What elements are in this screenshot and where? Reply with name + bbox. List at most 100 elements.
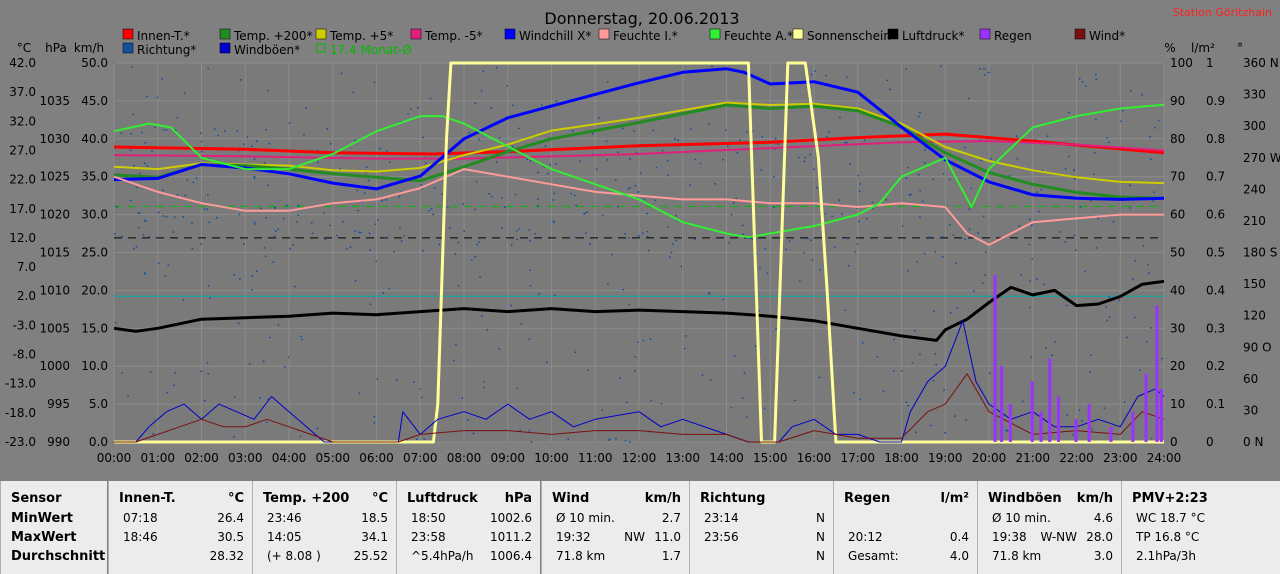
direction-point [766,272,769,275]
direction-point [1006,430,1009,432]
direction-point [356,189,359,192]
direction-point [905,177,908,180]
rain-bar [1008,404,1012,442]
direction-point [643,198,646,201]
direction-point [1073,169,1075,171]
direction-point [1083,270,1086,273]
axis-unit-label: hPa [45,41,67,55]
direction-point [537,205,539,208]
stats-row: 23:56 N [700,530,825,548]
direction-point [498,347,501,350]
direction-point [433,186,436,189]
direction-point [192,181,195,184]
direction-point [1051,354,1054,357]
direction-point [1031,258,1034,260]
direction-point [1108,296,1111,299]
stats-header-unit: °C [227,491,244,506]
stats-row: Ø 10 min. 4.6 [988,511,1113,529]
stats-cell: N [816,530,825,544]
y-tick-humidity: 70 [1170,170,1185,184]
direction-point [165,215,168,218]
legend-swatch [504,28,516,40]
direction-point [419,387,422,390]
direction-point [375,260,378,263]
y-tick-humidity: 100 [1170,56,1193,70]
direction-point [803,160,806,163]
direction-point [942,172,945,175]
axes: 00:00 01:00 02:00 03:00 04:00 05:00 06:00 07:00… [5,41,1280,465]
stats-cell: Ø 10 min. [992,511,1051,525]
direction-point [861,341,864,344]
direction-point [1105,305,1108,308]
stats-row: 14:05 34.1 [263,530,388,548]
stats-row: 19:32 NW 11.0 [552,530,681,548]
direction-point [264,255,267,258]
stats-cell: 4.0 [949,549,969,563]
stats-row: 2.1hPa/3h [1132,549,1272,567]
stats-row: 19:38 W-NW 28.0 [988,530,1113,548]
direction-point [944,431,947,434]
direction-point [165,129,168,131]
direction-point [259,397,262,399]
y-tick-pressure: 1005 [39,321,70,335]
chart-title: Donnerstag, 20.06.2013 [544,9,739,28]
direction-point [722,158,724,161]
direction-point [265,216,268,219]
direction-point [615,437,617,440]
direction-point [642,339,645,342]
direction-point [1059,231,1062,233]
direction-point [133,247,135,250]
direction-point [708,293,711,295]
direction-point [987,71,990,74]
x-tick-label: 08:00 [447,451,482,465]
direction-point [628,441,631,443]
direction-point [274,230,277,233]
direction-point [422,249,425,252]
direction-point [627,188,630,190]
y-tick-pressure: 995 [47,397,70,411]
direction-point [908,194,911,196]
direction-point [167,264,170,266]
direction-point [934,352,937,355]
stats-row: Durchschnitt [11,549,105,567]
direction-point [294,236,297,239]
stats-row: (+ 8.08 ) 25.52 [263,549,388,567]
direction-point [977,232,980,234]
x-tick-label: 23:00 [1103,451,1138,465]
direction-point [1088,371,1091,373]
direction-point [446,206,449,209]
direction-point [1097,217,1099,220]
direction-point [1106,136,1109,139]
direction-point [272,261,275,264]
stats-header-unit: km/h [644,491,681,506]
direction-point [689,184,692,187]
rain-bar [1159,388,1163,442]
direction-point [388,161,391,164]
y-tick-pressure: 1010 [39,283,70,297]
rain-bar [1109,426,1113,442]
direction-point [200,242,203,245]
direction-point [810,73,813,76]
direction-point [707,122,710,125]
direction-point [983,74,986,76]
legend-label: Wind* [1089,29,1125,43]
direction-point [585,232,588,235]
stats-panel-header: Innen-T. °C [119,491,244,506]
legend-swatch [316,43,326,53]
direction-point [354,230,357,233]
y-tick-rain: 0.4 [1206,283,1225,297]
direction-point [207,67,210,70]
direction-point [528,338,531,341]
direction-point [1123,401,1126,404]
rain-bar [1057,396,1060,442]
stats-panel: Richtung 23:14 N 23:56 N N [689,481,833,574]
direction-point [606,158,609,161]
direction-point [689,128,692,131]
direction-point [137,226,140,229]
stats-cell: Durchschnitt [11,549,106,564]
stats-cell: 18:46 [123,530,158,544]
direction-point [979,67,981,70]
direction-point [547,172,549,175]
direction-point [138,211,141,214]
direction-point [629,186,632,189]
